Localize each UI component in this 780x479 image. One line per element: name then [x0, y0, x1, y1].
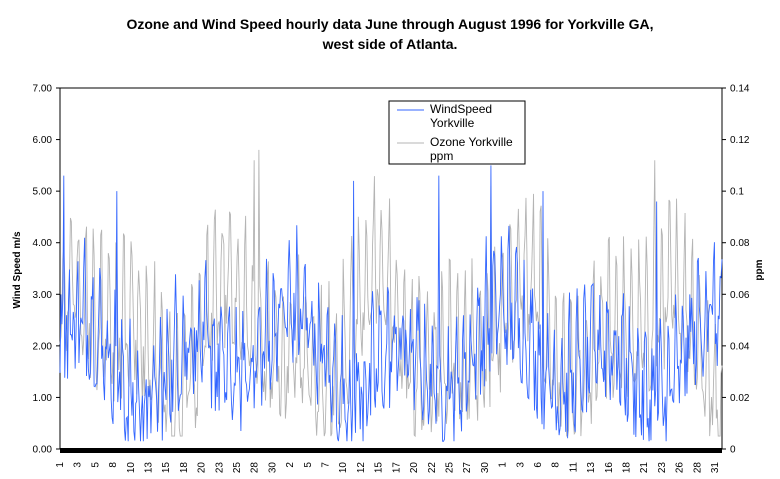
- x-tick-label: 10: [338, 462, 349, 474]
- x-tick-label: 20: [409, 462, 420, 474]
- x-tick-label: 12: [356, 462, 367, 474]
- right-axis-title: ppm: [754, 259, 765, 280]
- chart-title-line1: Ozone and Wind Speed hourly data June th…: [126, 16, 653, 32]
- x-tick-label: 15: [374, 462, 385, 474]
- right-tick-label: 0.06: [730, 290, 750, 301]
- x-tick-label: 25: [232, 462, 243, 474]
- x-tick-label: 5: [90, 462, 101, 468]
- x-tick-label: 1: [55, 462, 66, 468]
- left-tick-label: 0.00: [33, 445, 53, 456]
- x-tick-label: 17: [391, 462, 402, 474]
- x-tick-label: 10: [126, 462, 137, 474]
- x-tick-label: 28: [692, 462, 703, 474]
- x-axis-band: [60, 448, 722, 453]
- x-tick-label: 31: [710, 462, 721, 474]
- x-tick-label: 1: [498, 462, 509, 468]
- x-tick-label: 8: [108, 462, 119, 468]
- legend: WindSpeed Yorkville Ozone Yorkville ppm: [388, 100, 526, 165]
- left-tick-label: 2.00: [33, 341, 53, 352]
- x-tick-label: 3: [515, 462, 526, 468]
- right-tick-label: 0.08: [730, 238, 750, 249]
- right-tick-label: 0: [730, 445, 736, 456]
- legend-label-windspeed-line2: Yorkville: [430, 116, 475, 130]
- right-tick-label: 0.04: [730, 341, 750, 352]
- x-tick-label: 13: [144, 462, 155, 474]
- right-tick-label: 0.12: [730, 135, 750, 146]
- plot-area: 0.00 1.00 2.00 3.00 4.00 5.00 6.00 7.00 0 0.02 0.0…: [33, 84, 750, 474]
- x-tick-label: 5: [303, 462, 314, 468]
- x-tick-label: 23: [214, 462, 225, 474]
- x-tick-label: 16: [604, 462, 615, 474]
- x-tick-label: 23: [657, 462, 668, 474]
- legend-label-windspeed-line1: WindSpeed: [430, 102, 492, 116]
- left-axis-title: Wind Speed m/s: [12, 231, 23, 309]
- x-tick-label: 22: [427, 462, 438, 474]
- x-tick-label: 20: [197, 462, 208, 474]
- x-tick-label: 2: [285, 462, 296, 468]
- chart-title-line2: west side of Atlanta.: [322, 36, 458, 52]
- x-tick-label: 6: [533, 462, 544, 468]
- x-tick-label: 3: [73, 462, 84, 468]
- x-tick-label: 25: [444, 462, 455, 474]
- x-tick-label: 7: [321, 462, 332, 468]
- legend-label-ozone-line2: ppm: [430, 149, 453, 163]
- right-tick-label: 0.02: [730, 393, 750, 404]
- left-tick-label: 1.00: [33, 393, 53, 404]
- x-tick-label: 21: [639, 462, 650, 474]
- left-tick-label: 6.00: [33, 135, 53, 146]
- x-tick-label: 13: [586, 462, 597, 474]
- legend-box: [388, 100, 526, 165]
- x-tick-label: 30: [480, 462, 491, 474]
- right-tick-label: 0.1: [730, 187, 744, 198]
- x-tick-label: 8: [551, 462, 562, 468]
- x-tick-label: 30: [267, 462, 278, 474]
- series-windspeed-line: [59, 165, 723, 442]
- series-ozone-line: [59, 149, 723, 438]
- x-tick-label: 15: [161, 462, 172, 474]
- right-tick-label: 0.14: [730, 84, 750, 95]
- left-tick-label: 4.00: [33, 238, 53, 249]
- x-tick-label: 26: [675, 462, 686, 474]
- x-tick-label: 27: [462, 462, 473, 474]
- x-tick-label: 28: [250, 462, 261, 474]
- legend-label-ozone-line1: Ozone Yorkville: [430, 135, 513, 149]
- left-tick-label: 7.00: [33, 84, 53, 95]
- x-tick-label: 18: [179, 462, 190, 474]
- left-tick-label: 5.00: [33, 187, 53, 198]
- x-tick-label: 11: [568, 462, 579, 473]
- x-tick-label: 18: [621, 462, 632, 474]
- left-tick-label: 3.00: [33, 290, 53, 301]
